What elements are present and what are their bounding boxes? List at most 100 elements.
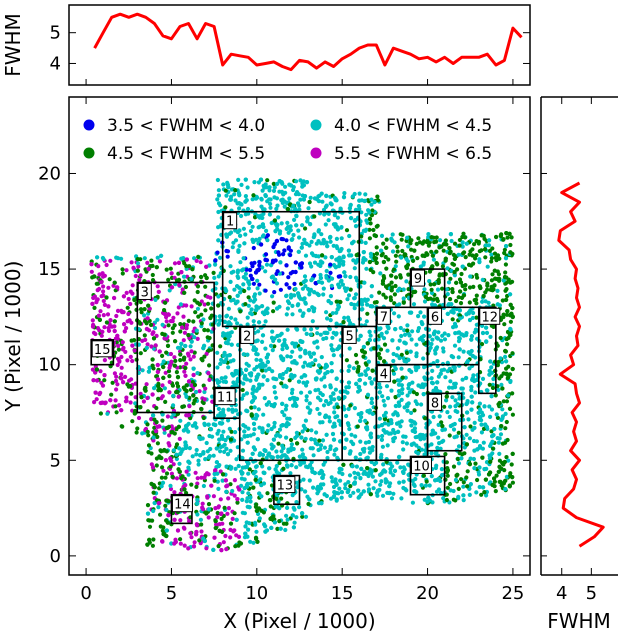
green-point [399, 352, 404, 357]
green-point [147, 524, 153, 529]
cyan-point [215, 177, 220, 183]
cyan-point [310, 319, 315, 324]
cyan-point [341, 259, 346, 264]
green-point [158, 388, 163, 393]
green-point [197, 302, 202, 307]
green-point [147, 537, 152, 543]
magenta-point [145, 260, 150, 265]
cyan-point [460, 240, 465, 245]
green-point [508, 473, 513, 478]
cyan-point [202, 538, 207, 544]
cyan-point [215, 479, 220, 484]
cyan-point [195, 306, 201, 311]
cyan-point [258, 358, 263, 363]
cyan-point [300, 297, 305, 302]
green-point [150, 263, 155, 268]
green-point [439, 420, 444, 425]
cyan-point [322, 384, 327, 389]
cyan-point [497, 436, 502, 441]
cyan-point [240, 497, 245, 502]
cyan-point [470, 427, 475, 432]
cyan-point [391, 412, 396, 417]
cyan-point [256, 225, 261, 230]
green-point [423, 416, 428, 421]
cyan-point [250, 224, 255, 229]
green-point [393, 283, 398, 289]
cyan-point [467, 317, 473, 323]
green-point [471, 284, 476, 289]
magenta-point [121, 380, 126, 385]
magenta-point [168, 456, 173, 461]
green-point [207, 363, 212, 368]
magenta-point [156, 289, 161, 294]
cyan-point [452, 321, 458, 326]
cyan-point [280, 376, 285, 381]
magenta-point [206, 515, 211, 520]
cyan-point [243, 424, 248, 429]
cyan-point [386, 431, 392, 436]
cyan-point [144, 345, 149, 350]
green-point [502, 250, 507, 256]
magenta-point [200, 501, 205, 506]
cyan-point [472, 420, 477, 425]
cyan-point [352, 406, 357, 411]
cyan-point [456, 444, 462, 449]
cyan-point [435, 380, 440, 385]
cyan-point [323, 255, 328, 260]
cyan-point [273, 504, 278, 509]
cyan-point [398, 465, 403, 470]
cyan-point [419, 402, 424, 407]
cyan-point [311, 309, 316, 314]
cyan-point [282, 413, 287, 418]
cyan-point [351, 258, 356, 263]
cyan-point [337, 255, 342, 260]
cyan-point [334, 198, 339, 203]
green-point [168, 464, 173, 469]
cyan-point [246, 471, 251, 476]
cyan-point [318, 482, 324, 487]
cyan-point [487, 404, 492, 409]
magenta-point [133, 273, 138, 279]
green-point [504, 419, 509, 425]
cyan-point [192, 256, 197, 261]
green-point [498, 479, 503, 484]
green-point [370, 208, 375, 213]
green-point [486, 472, 492, 477]
cyan-point [300, 452, 305, 457]
cyan-point [235, 293, 240, 298]
magenta-point [128, 400, 133, 405]
magenta-point [146, 266, 151, 272]
cyan-point [300, 511, 305, 516]
magenta-point [186, 353, 191, 358]
green-point [243, 302, 248, 307]
green-point [490, 482, 495, 488]
cyan-point [214, 281, 219, 286]
cyan-point [399, 397, 404, 402]
cyan-point [270, 369, 275, 374]
green-point [206, 301, 211, 306]
cyan-point [284, 384, 289, 389]
magenta-point [182, 543, 187, 548]
cyan-point [285, 225, 291, 230]
cyan-point [307, 401, 312, 406]
green-point [146, 433, 151, 438]
cyan-point [331, 391, 336, 396]
magenta-point [203, 386, 208, 391]
cyan-point [280, 423, 285, 428]
green-point [174, 370, 179, 375]
cyan-point [409, 442, 414, 447]
cyan-point [470, 353, 475, 359]
cyan-point [252, 395, 257, 400]
cyan-point [328, 496, 334, 501]
cyan-point [258, 451, 263, 456]
cyan-point [395, 460, 400, 465]
cyan-point [307, 289, 312, 294]
cyan-point [468, 456, 473, 461]
green-point [468, 424, 473, 429]
cyan-point [307, 351, 312, 357]
green-point [392, 292, 397, 297]
cyan-point [233, 408, 239, 413]
cyan-point [254, 357, 259, 362]
blue-point [213, 258, 218, 263]
cyan-point [223, 286, 228, 292]
